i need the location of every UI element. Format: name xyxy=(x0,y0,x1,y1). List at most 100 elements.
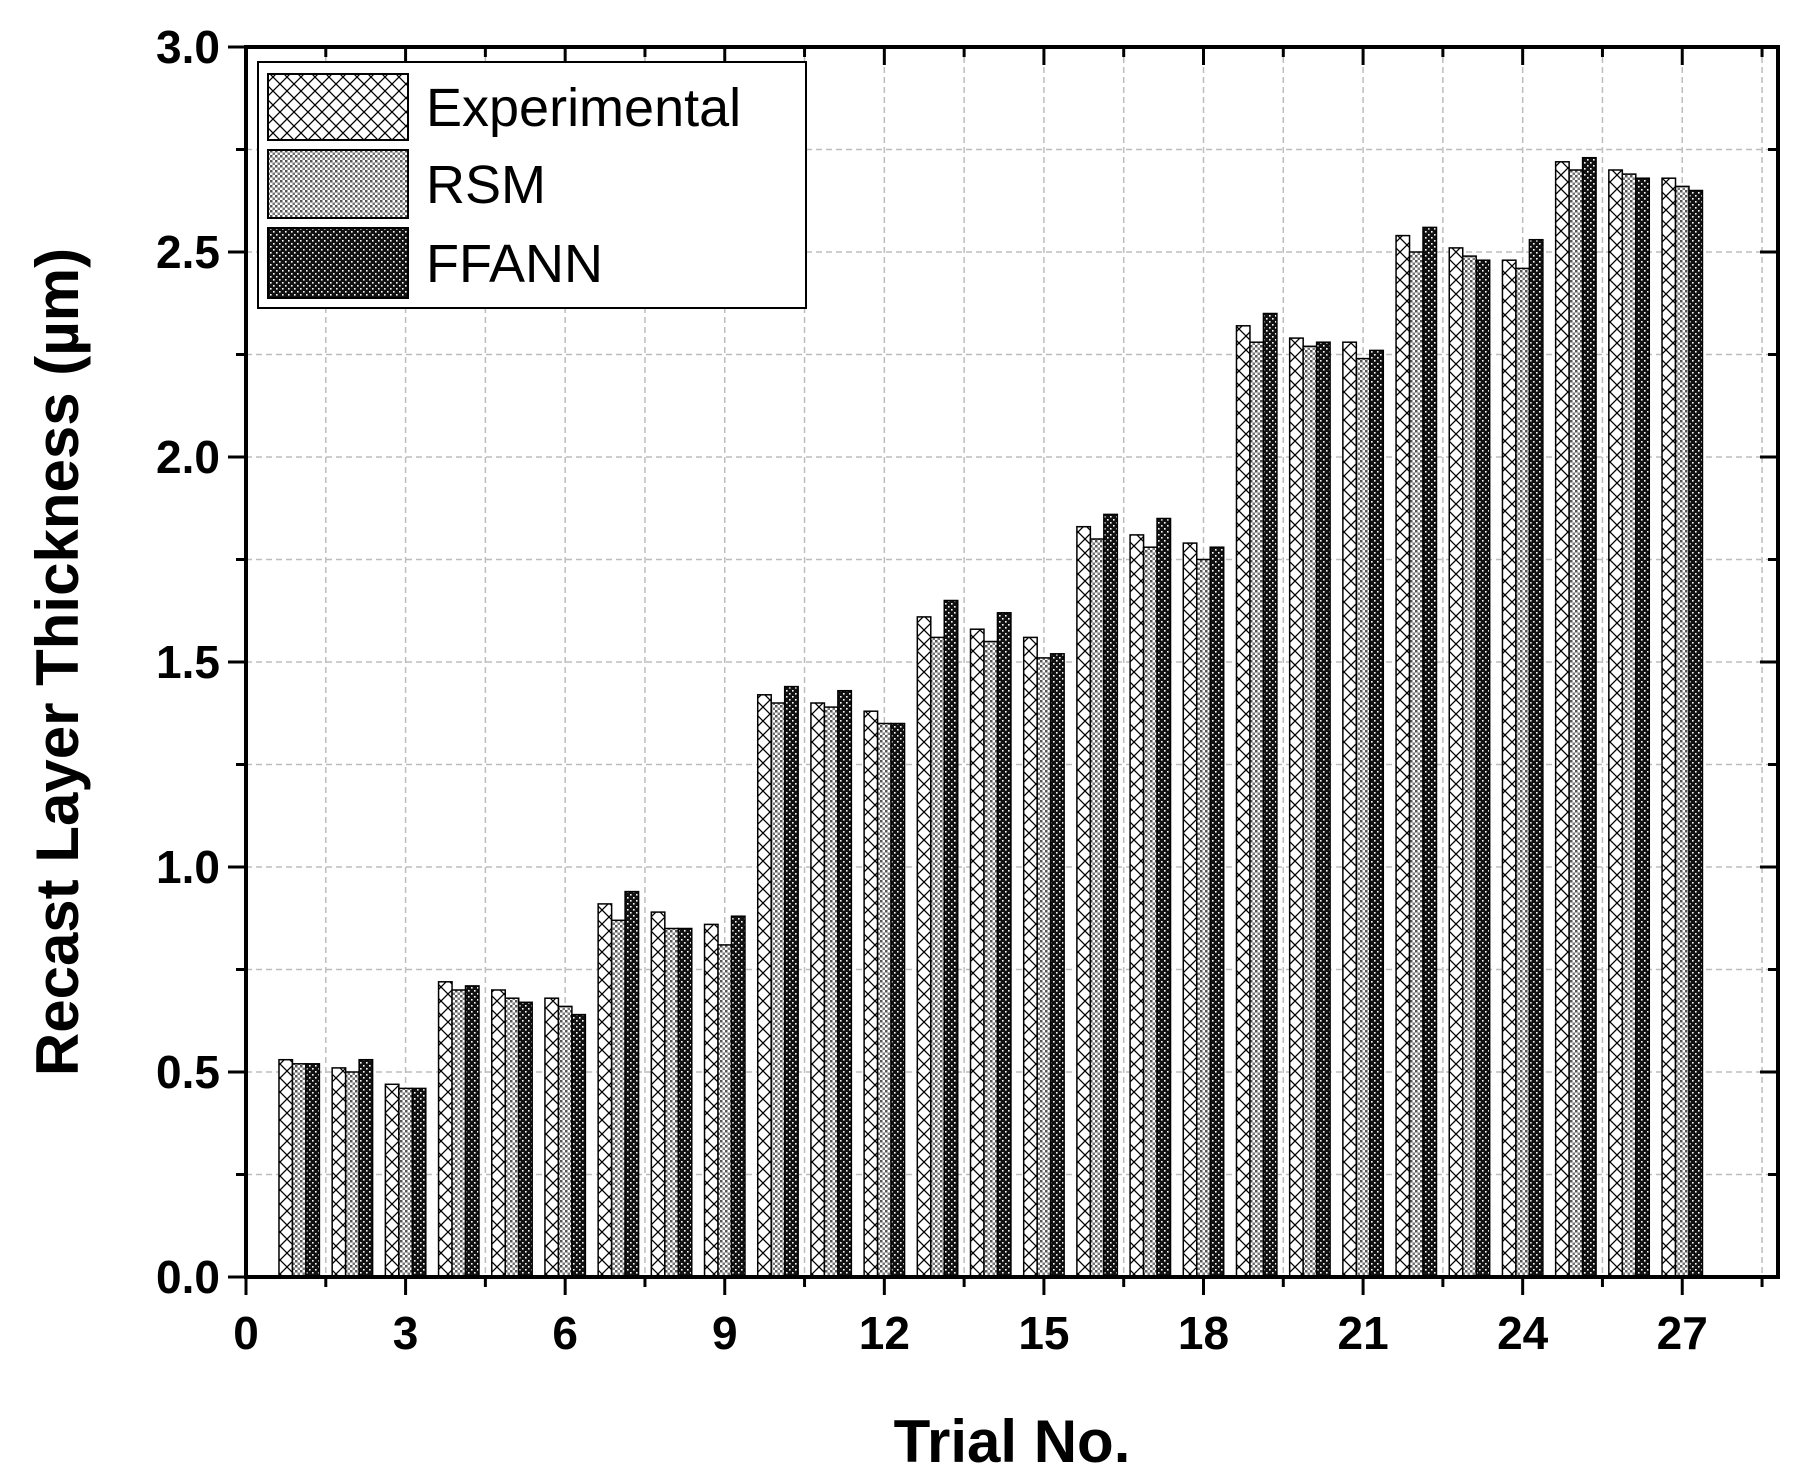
bar-rsm-trial-4 xyxy=(451,989,467,1278)
bar-experimental-trial-20 xyxy=(1288,337,1304,1278)
bar-experimental-trial-11 xyxy=(810,702,826,1278)
bar-ffann-trial-22 xyxy=(1422,226,1438,1278)
x-axis-title: Trial No. xyxy=(894,1408,1131,1475)
bar-ffann-trial-1 xyxy=(305,1063,321,1278)
bar-ffann-trial-18 xyxy=(1209,546,1225,1278)
bar-experimental-trial-24 xyxy=(1501,259,1517,1278)
bar-ffann-trial-15 xyxy=(1049,653,1065,1278)
bar-ffann-trial-12 xyxy=(890,722,906,1278)
bar-rsm-trial-18 xyxy=(1196,558,1211,1278)
legend-label-rsm: RSM xyxy=(426,155,546,215)
bar-ffann-trial-2 xyxy=(358,1058,374,1278)
x-tick-label: 27 xyxy=(1657,1307,1708,1359)
bar-rsm-trial-27 xyxy=(1674,185,1690,1278)
bar-rsm-trial-12 xyxy=(876,722,892,1278)
bar-rsm-trial-11 xyxy=(823,706,839,1278)
legend-swatch-experimental xyxy=(267,73,409,141)
bar-ffann-trial-7 xyxy=(624,890,640,1278)
bar-rsm-trial-7 xyxy=(610,919,626,1278)
x-tick-label: 12 xyxy=(859,1307,910,1359)
y-axis-title: Recast Layer Thickness (µm) xyxy=(24,248,91,1076)
bar-ffann-trial-5 xyxy=(517,1001,533,1278)
bar-experimental-trial-27 xyxy=(1661,177,1677,1278)
y-tick-label: 1.0 xyxy=(156,841,220,893)
bar-rsm-trial-19 xyxy=(1249,341,1265,1278)
bar-rsm-trial-3 xyxy=(398,1087,414,1278)
x-tick-label: 15 xyxy=(1018,1307,1069,1359)
bar-rsm-trial-8 xyxy=(664,927,680,1278)
y-tick-label: 2.0 xyxy=(156,431,220,483)
bar-ffann-trial-25 xyxy=(1581,156,1597,1278)
bar-ffann-trial-10 xyxy=(783,685,799,1278)
bar-rsm-trial-23 xyxy=(1461,255,1477,1278)
bar-rsm-trial-16 xyxy=(1089,538,1105,1278)
bar-ffann-trial-9 xyxy=(730,915,746,1278)
y-tick-labels: 0.0 0.5 1.0 1.5 2.0 2.5 3.0 xyxy=(156,21,220,1303)
x-tick-label: 24 xyxy=(1497,1307,1549,1359)
bar-experimental-trial-23 xyxy=(1448,247,1464,1278)
bar-rsm-trial-13 xyxy=(930,636,946,1278)
axis-ticks xyxy=(228,45,1778,1295)
bar-ffann-trial-17 xyxy=(1156,517,1172,1278)
bar-rsm-trial-6 xyxy=(557,1005,573,1278)
legend-swatch-rsm xyxy=(267,149,409,219)
bar-ffann-trial-27 xyxy=(1688,189,1704,1278)
bar-experimental-trial-15 xyxy=(1022,636,1038,1278)
bar-rsm-trial-24 xyxy=(1515,267,1531,1278)
bar-rsm-trial-22 xyxy=(1408,251,1424,1278)
bar-experimental-trial-18 xyxy=(1182,542,1198,1278)
bar-experimental-trial-17 xyxy=(1129,534,1145,1278)
bar-ffann-trial-4 xyxy=(464,985,480,1278)
bar-experimental-trial-19 xyxy=(1235,325,1251,1278)
bar-rsm-trial-10 xyxy=(770,702,786,1278)
bar-experimental-trial-13 xyxy=(916,616,932,1278)
bar-ffann-trial-21 xyxy=(1369,349,1385,1278)
x-tick-label: 18 xyxy=(1178,1307,1229,1359)
y-tick-label: 3.0 xyxy=(156,21,220,73)
bar-rsm-trial-14 xyxy=(983,640,999,1278)
bars xyxy=(278,156,1704,1278)
legend: Experimental RSM FFANN xyxy=(257,61,807,309)
x-tick-labels: 0 3 6 9 12 15 18 21 24 27 xyxy=(233,1307,1708,1359)
bar-ffann-trial-14 xyxy=(996,612,1012,1278)
x-tick-label: 21 xyxy=(1337,1307,1388,1359)
bar-ffann-trial-11 xyxy=(837,689,853,1278)
bar-experimental-trial-21 xyxy=(1342,341,1358,1278)
bar-rsm-trial-1 xyxy=(291,1063,307,1278)
bar-experimental-trial-1 xyxy=(278,1058,294,1278)
x-tick-label: 0 xyxy=(233,1307,259,1359)
bar-ffann-trial-3 xyxy=(411,1087,427,1278)
bar-rsm-trial-17 xyxy=(1142,546,1158,1278)
bar-ffann-trial-20 xyxy=(1315,341,1331,1278)
legend-swatch-ffann xyxy=(267,227,409,299)
bar-experimental-trial-25 xyxy=(1554,161,1570,1278)
bar-rsm-trial-21 xyxy=(1355,357,1371,1278)
bar-rsm-trial-9 xyxy=(717,944,733,1278)
legend-label-ffann: FFANN xyxy=(426,234,603,294)
bar-rsm-trial-2 xyxy=(344,1071,360,1278)
bar-ffann-trial-19 xyxy=(1262,312,1278,1278)
bar-experimental-trial-2 xyxy=(331,1067,347,1278)
bar-rsm-trial-20 xyxy=(1302,345,1318,1278)
x-tick-label: 3 xyxy=(393,1307,419,1359)
bar-rsm-trial-25 xyxy=(1568,169,1584,1278)
bar-ffann-trial-16 xyxy=(1103,513,1119,1278)
x-tick-label: 6 xyxy=(552,1307,578,1359)
y-tick-label: 0.5 xyxy=(156,1046,220,1098)
bar-rsm-trial-26 xyxy=(1621,173,1637,1278)
bar-ffann-trial-24 xyxy=(1528,238,1544,1278)
bar-ffann-trial-8 xyxy=(677,927,693,1278)
bar-experimental-trial-8 xyxy=(650,911,666,1278)
bar-ffann-trial-26 xyxy=(1635,177,1651,1278)
bar-experimental-trial-9 xyxy=(703,923,719,1278)
bar-experimental-trial-4 xyxy=(437,981,453,1278)
x-tick-label: 9 xyxy=(712,1307,738,1359)
bar-experimental-trial-10 xyxy=(756,694,772,1278)
bar-experimental-trial-14 xyxy=(969,628,985,1278)
bar-experimental-trial-3 xyxy=(384,1083,400,1278)
bar-experimental-trial-5 xyxy=(491,989,506,1278)
bar-experimental-trial-6 xyxy=(544,997,560,1278)
y-tick-label: 0.0 xyxy=(156,1251,220,1303)
bar-ffann-trial-23 xyxy=(1475,259,1491,1278)
